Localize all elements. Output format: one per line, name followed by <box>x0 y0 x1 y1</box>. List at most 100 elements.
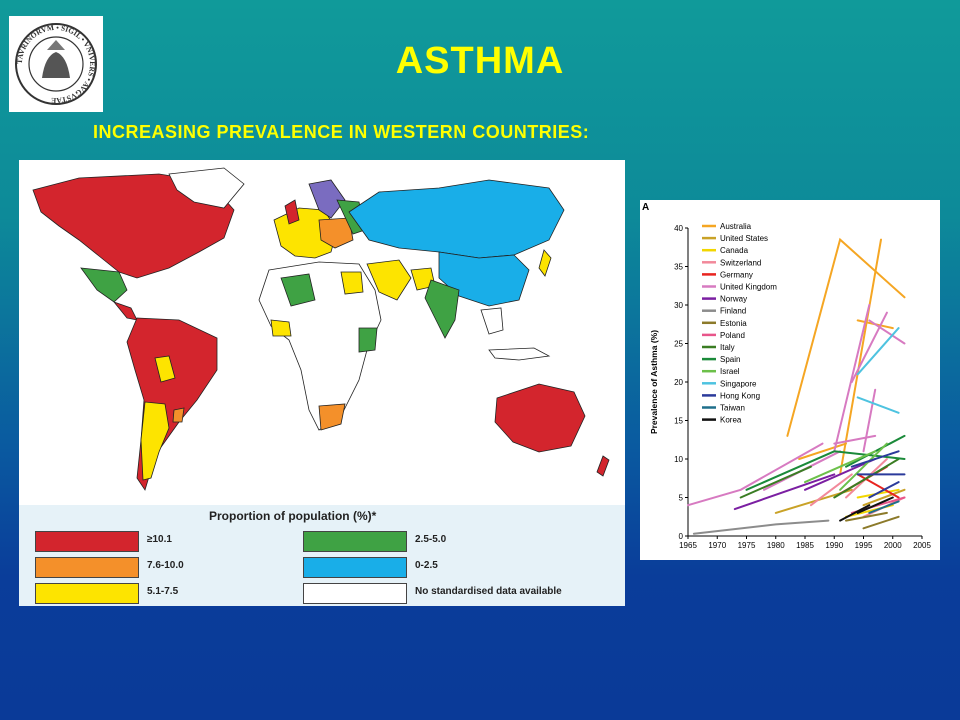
legend-label-high: ≥10.1 <box>147 534 172 545</box>
legend-label-canada: Canada <box>720 246 749 255</box>
map-region-mexico <box>80 267 128 303</box>
university-seal-logo: TAVRINORVM • SIGIL • VNIVERS • AVGVSTAE <box>9 16 103 112</box>
series-line-finland <box>692 519 830 535</box>
legend-label-taiwan: Taiwan <box>720 404 745 413</box>
map-region-uruguay <box>172 407 185 423</box>
y-tick-label: 10 <box>674 455 683 464</box>
map-region-central-europe <box>318 217 354 249</box>
series-line-italy <box>833 458 900 499</box>
legend-label-no-data: No standardised data available <box>415 586 562 597</box>
legend-swatch-no-data <box>303 583 407 604</box>
legend-swatch-high <box>35 531 139 552</box>
legend-label-korea: Korea <box>720 416 742 425</box>
chart-panel-label: A <box>642 202 650 213</box>
legend-label-estonia: Estonia <box>720 319 747 328</box>
map-region-uk <box>284 199 300 225</box>
map-region-new-zealand <box>596 455 610 477</box>
chart-svg: 0 5 10 15 20 25 30 35 40 1965 1970 1975 1980 1985 1990… <box>649 222 931 550</box>
y-tick-label: 40 <box>674 224 683 233</box>
series-line-singapore <box>856 327 900 376</box>
series-line-united-kingdom <box>833 304 871 453</box>
x-tick-label: 1975 <box>738 541 756 550</box>
map-region-scandinavia <box>308 179 346 219</box>
series-line-korea <box>856 496 894 514</box>
x-tick-label: 1965 <box>679 541 697 550</box>
legend-swatch-mid <box>35 583 139 604</box>
series-line-israel <box>839 442 888 491</box>
map-region-australia <box>494 383 586 453</box>
y-tick-label: 0 <box>679 532 684 541</box>
legend-label-finland: Finland <box>720 307 746 316</box>
legend-swatch-low <box>303 557 407 578</box>
map-region-middle-east <box>366 259 412 301</box>
map-region-west-africa <box>270 319 292 337</box>
series-line-united-states <box>862 488 906 507</box>
series-line-singapore <box>856 396 900 414</box>
map-region-india <box>424 279 460 339</box>
series-line-italy <box>739 465 812 499</box>
series-line-norway <box>733 473 836 511</box>
map-region-egypt <box>340 271 364 295</box>
map-region-central-america <box>112 301 138 321</box>
asthma-prevalence-chart: A 0 5 10 15 20 25 30 35 40 1965 1970 1975 1980 1985 19… <box>640 200 940 560</box>
series-line-estonia <box>862 515 900 530</box>
series-line-estonia <box>845 511 888 522</box>
world-map-graphic <box>32 167 610 491</box>
legend-label-poland: Poland <box>720 331 745 340</box>
legend-label-norway: Norway <box>720 295 747 304</box>
series-line-australia <box>839 238 882 476</box>
legend-label-united-states: United States <box>720 234 768 243</box>
legend-label-united-kingdom: United Kingdom <box>720 283 777 292</box>
series-line-israel <box>804 450 877 484</box>
map-legend: Proportion of population (%)* ≥10.1 7.6-… <box>19 505 625 606</box>
y-tick-label: 30 <box>674 301 683 310</box>
y-tick-label: 15 <box>674 417 683 426</box>
legend-label-spain: Spain <box>720 355 740 364</box>
map-region-russia <box>348 179 565 259</box>
map-region-east-africa <box>358 327 378 353</box>
map-region-north-africa-green <box>280 273 316 307</box>
x-tick-label: 1985 <box>796 541 814 550</box>
y-tick-label: 35 <box>674 263 683 272</box>
y-tick-label: 5 <box>679 494 684 503</box>
slide-subtitle: INCREASING PREVALENCE IN WESTERN COUNTRI… <box>93 122 590 142</box>
legend-swatch-upper-mid <box>35 557 139 578</box>
series-line-australia <box>798 442 847 460</box>
series-line-united-kingdom <box>868 319 906 345</box>
series-line-united-kingdom <box>862 388 877 453</box>
legend-label-italy: Italy <box>720 343 735 352</box>
legend-label-mid: 5.1-7.5 <box>147 586 179 597</box>
series-line-norway <box>804 458 877 491</box>
legend-label-switzerland: Switzerland <box>720 258 761 267</box>
legend-label-singapore: Singapore <box>720 379 757 388</box>
seal-icon: TAVRINORVM • SIGIL • VNIVERS • AVGVSTAE <box>15 23 97 105</box>
legend-label-upper-mid: 7.6-10.0 <box>147 560 184 571</box>
series-line-united-kingdom <box>687 442 824 507</box>
slide-title: ASTHMA <box>395 40 565 82</box>
world-prevalence-map: Proportion of population (%)* ≥10.1 7.6-… <box>19 160 625 606</box>
series-line-united-kingdom <box>850 311 888 383</box>
series-line-switzerland <box>809 473 853 507</box>
map-region-bolivia-paraguay <box>154 355 176 383</box>
legend-label-israel: Israel <box>720 367 740 376</box>
x-tick-label: 1990 <box>825 541 843 550</box>
y-tick-label: 25 <box>674 340 683 349</box>
map-region-china <box>438 251 530 307</box>
y-tick-label: 20 <box>674 378 683 387</box>
map-region-south-america <box>126 317 218 491</box>
x-tick-label: 2000 <box>884 541 902 550</box>
legend-label-australia: Australia <box>720 222 752 231</box>
legend-label-hong-kong: Hong Kong <box>720 391 760 400</box>
legend-label-low-mid: 2.5-5.0 <box>415 534 447 545</box>
legend-label-germany: Germany <box>720 270 753 279</box>
map-region-argentina <box>140 401 170 481</box>
series-line-korea <box>839 504 871 522</box>
x-tick-label: 1995 <box>855 541 873 550</box>
map-region-japan <box>538 249 552 277</box>
y-axis-label: Prevalence of Asthma (%) <box>649 330 659 434</box>
series-line-taiwan <box>868 500 900 514</box>
map-legend-title: Proportion of population (%)* <box>209 509 377 523</box>
x-tick-label: 2005 <box>913 541 931 550</box>
series-line-hong-kong <box>850 450 900 468</box>
legend-label-low: 0-2.5 <box>415 560 438 571</box>
